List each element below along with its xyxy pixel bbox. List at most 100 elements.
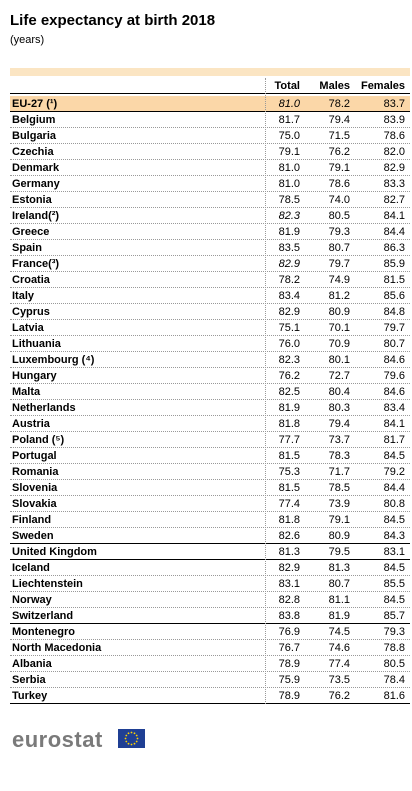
table-row: Spain 83.5 80.7 86.3: [10, 240, 410, 256]
cell: 82.8: [278, 594, 300, 606]
row-label: Iceland: [12, 562, 50, 574]
cell: 81.5: [383, 274, 405, 286]
cell: 71.7: [328, 466, 350, 478]
cell: 82.9: [278, 562, 300, 574]
star: [133, 732, 136, 735]
table-row: Serbia 75.9 73.5 78.4: [10, 672, 410, 688]
star: [124, 737, 127, 740]
table-row: Poland (⁵) 77.7 73.7 81.7: [10, 432, 410, 448]
cell: 83.1: [383, 546, 405, 558]
cell: 80.1: [328, 354, 350, 366]
cell: 79.6: [383, 370, 405, 382]
star: [135, 734, 138, 737]
cell: 81.0: [278, 162, 300, 174]
table-row: Denmark 81.0 79.1 82.9: [10, 160, 410, 176]
title: Life expectancy at birth 2018: [10, 12, 216, 29]
cell: 80.7: [383, 338, 405, 350]
cell: 79.3: [328, 226, 350, 238]
cell: 85.9: [383, 258, 405, 270]
star: [125, 740, 128, 743]
star: [136, 737, 139, 740]
cell: 83.5: [278, 242, 300, 254]
cell: 81.0: [278, 178, 300, 190]
cell: 84.3: [383, 530, 405, 542]
cell: 84.4: [383, 482, 405, 494]
row-label: Albania: [12, 658, 52, 670]
cell: 78.6: [383, 130, 405, 142]
cell: 85.7: [383, 610, 405, 622]
cell: 84.5: [383, 594, 405, 606]
cell: 79.4: [328, 418, 350, 430]
star: [133, 742, 136, 745]
row-label: Hungary: [12, 370, 57, 382]
row-label: Romania: [12, 466, 59, 478]
cell: 83.4: [278, 290, 300, 302]
row-label: Montenegro: [12, 626, 75, 638]
table-row: Austria 81.8 79.4 84.1: [10, 416, 410, 432]
cell: 71.5: [328, 130, 350, 142]
table-row: Netherlands 81.9 80.3 83.4: [10, 400, 410, 416]
cell: 81.9: [278, 226, 300, 238]
cell: 79.1: [278, 146, 300, 158]
row-label: Slovenia: [12, 482, 58, 494]
row-label: Greece: [12, 226, 50, 238]
cell: 81.7: [383, 434, 405, 446]
cell: 72.7: [328, 370, 350, 382]
cell: 79.1: [328, 162, 350, 174]
cell: 81.3: [328, 562, 350, 574]
cell: 82.6: [278, 530, 300, 542]
cell: 76.2: [328, 690, 350, 702]
table-row: Hungary 76.2 72.7 79.6: [10, 368, 410, 384]
cell: 70.1: [328, 322, 350, 334]
cell: 83.7: [383, 98, 405, 110]
cell: 80.7: [328, 578, 350, 590]
cell: 74.0: [328, 194, 350, 206]
cell: 80.3: [328, 402, 350, 414]
cell: 84.1: [383, 418, 405, 430]
row-label: France(³): [12, 258, 60, 270]
row-label: United Kingdom: [12, 546, 97, 558]
cell: 78.9: [278, 690, 300, 702]
table-row: Sweden 82.6 80.9 84.3: [10, 528, 410, 544]
cell: 81.3: [278, 546, 300, 558]
cell: 80.8: [383, 498, 405, 510]
table-row: Montenegro 76.9 74.5 79.3: [10, 624, 410, 640]
cell: 82.0: [383, 146, 405, 158]
cell: 76.2: [278, 370, 300, 382]
cell: 78.2: [328, 98, 350, 110]
column-divider: [265, 78, 266, 704]
cell: 74.5: [328, 626, 350, 638]
star: [127, 742, 130, 745]
table-row: Estonia 78.5 74.0 82.7: [10, 192, 410, 208]
cell: 83.9: [383, 114, 405, 126]
row-label: Malta: [12, 386, 41, 398]
cell: 79.4: [328, 114, 350, 126]
cell: 81.0: [278, 98, 300, 110]
cell: 79.2: [383, 466, 405, 478]
cell: 84.8: [383, 306, 405, 318]
cell: 82.9: [278, 306, 300, 318]
table-row: Liechtenstein 83.1 80.7 85.5: [10, 576, 410, 592]
table-row: Italy 83.4 81.2 85.6: [10, 288, 410, 304]
cell: 73.7: [328, 434, 350, 446]
row-label: Portugal: [12, 450, 57, 462]
row-label: Estonia: [12, 194, 52, 206]
row-label: Bulgaria: [12, 130, 57, 142]
cell: 76.2: [328, 146, 350, 158]
cell: 78.2: [278, 274, 300, 286]
cell: 82.7: [383, 194, 405, 206]
cell: 84.4: [383, 226, 405, 238]
cell: 73.5: [328, 674, 350, 686]
table-row: Bulgaria 75.0 71.5 78.6: [10, 128, 410, 144]
logo-text: eurostat: [12, 727, 103, 752]
cell: 82.3: [278, 354, 300, 366]
row-label: Liechtenstein: [12, 578, 83, 590]
star: [127, 732, 130, 735]
row-label: Norway: [12, 594, 52, 606]
row-label: Serbia: [12, 674, 46, 686]
cell: 84.6: [383, 386, 405, 398]
cell: 81.8: [278, 514, 300, 526]
table-row: Romania 75.3 71.7 79.2: [10, 464, 410, 480]
row-label: Ireland(²): [12, 210, 60, 222]
cell: 84.6: [383, 354, 405, 366]
